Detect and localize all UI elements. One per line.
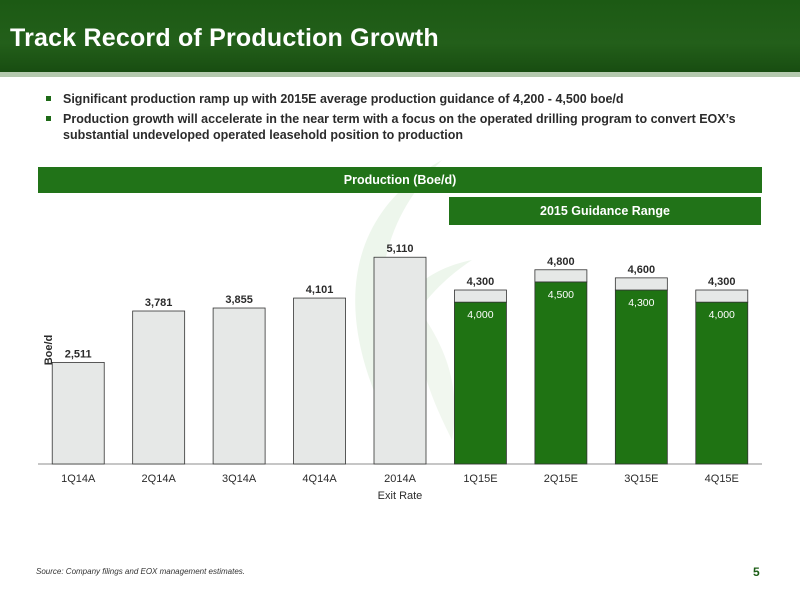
chart-title-banner: Production (Boe/d): [38, 167, 762, 193]
slide-title: Track Record of Production Growth: [10, 24, 439, 52]
bar-inner-label: 4,000: [467, 309, 493, 321]
bar-top-label: 4,800: [547, 256, 575, 268]
x-tick-label: 4Q14A: [302, 473, 337, 485]
bar-top-label: 4,300: [708, 276, 736, 288]
bar-top-label: 5,110: [387, 243, 414, 255]
bullet-marker-icon: [46, 96, 51, 101]
bar-actual: [51, 361, 105, 465]
x-tick-label: 2Q14A: [142, 473, 177, 485]
x-tick-label: 2Q15E: [544, 473, 578, 485]
x-axis-title: Exit Rate: [378, 490, 423, 502]
bar-top-label: 4,600: [628, 264, 656, 276]
bar-guidance-range: [454, 289, 507, 303]
title-bar: [0, 0, 800, 72]
x-tick-label: 3Q14A: [222, 473, 257, 485]
title-bar-divider: [0, 72, 800, 77]
bar-top-label: 2,511: [65, 348, 92, 360]
x-tick-label: 1Q14A: [61, 473, 96, 485]
bar-top-label: 3,781: [145, 297, 173, 309]
x-tick-label: 3Q15E: [624, 473, 658, 485]
source-footnote: Source: Company filings and EOX manageme…: [36, 567, 245, 576]
bar-top-label: 4,101: [306, 284, 334, 296]
bullet-marker-icon: [46, 116, 51, 121]
bullet-text: Significant production ramp up with 2015…: [63, 92, 624, 106]
bar-inner-label: 4,300: [628, 297, 654, 309]
bar-guidance-range: [534, 269, 588, 283]
bar-guidance-low: [454, 301, 507, 465]
bar-actual: [373, 256, 427, 465]
page-number: 5: [753, 565, 760, 579]
bullet-item: Production growth will accelerate in the…: [46, 111, 766, 143]
bar-actual: [132, 310, 186, 465]
bullet-item: Significant production ramp up with 2015…: [46, 91, 766, 107]
bar-inner-label: 4,000: [709, 309, 735, 321]
bullet-text: Production growth will accelerate in the…: [63, 112, 736, 142]
bar-guidance-low: [695, 301, 749, 465]
bar-actual: [293, 297, 346, 465]
bar-guidance-low: [614, 289, 668, 465]
bar-top-label: 4,300: [467, 276, 495, 288]
bar-guidance-low: [534, 281, 588, 465]
x-tick-label: 2014A: [384, 473, 416, 485]
x-tick-label: 1Q15E: [463, 473, 497, 485]
guidance-range-banner: 2015 Guidance Range: [449, 197, 761, 225]
bar-top-label: 3,855: [225, 294, 253, 306]
bullet-list: Significant production ramp up with 2015…: [46, 91, 766, 147]
bar-guidance-range: [695, 289, 749, 303]
bar-inner-label: 4,500: [548, 289, 574, 301]
bar-actual: [212, 307, 266, 465]
y-axis-title: Boe/d: [43, 335, 55, 366]
x-tick-label: 4Q15E: [705, 473, 739, 485]
bar-guidance-range: [614, 277, 668, 291]
